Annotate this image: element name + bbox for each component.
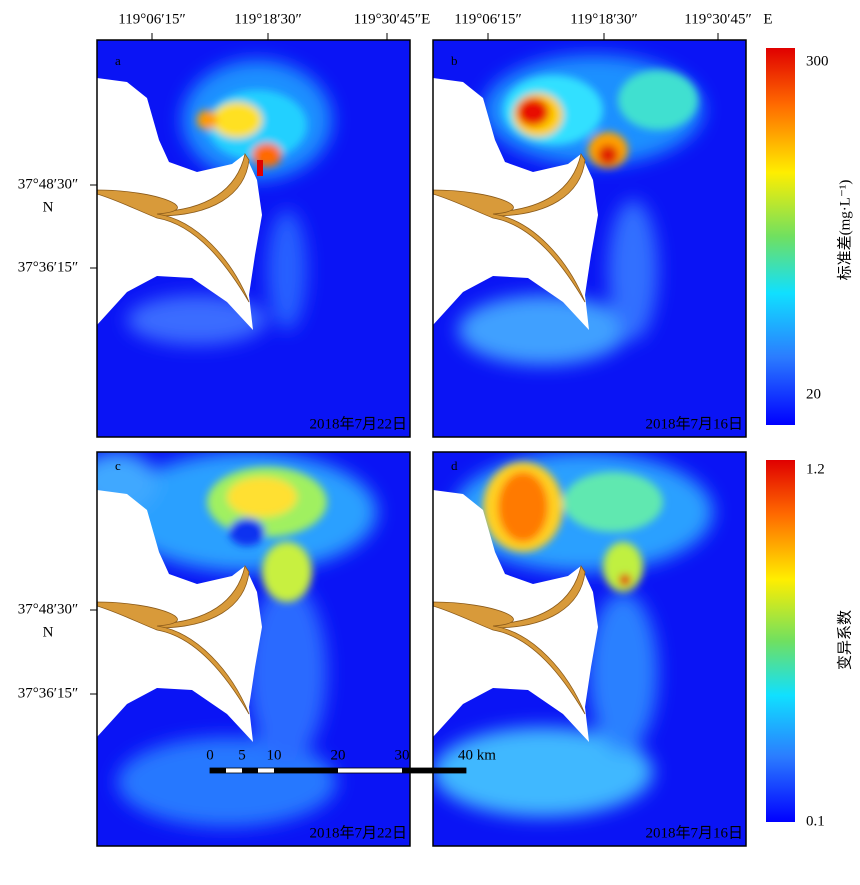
map-panel: d 2018年7月16日 xyxy=(432,451,747,847)
panel-date: 2018年7月22日 xyxy=(309,824,407,841)
longitude-label: 119°30′45″ xyxy=(684,11,751,27)
panel-letter: a xyxy=(115,53,121,68)
latitude-label: N xyxy=(43,199,54,215)
map-panel: c 2018年7月22日 xyxy=(96,451,411,847)
scale-bar: 0 5 10 20 30 40 km xyxy=(206,747,496,774)
longitude-label: 119°30′45″E xyxy=(354,11,431,27)
longitude-label: E xyxy=(763,11,772,27)
scale-label: 5 xyxy=(238,747,246,763)
panel-letter: d xyxy=(451,458,458,473)
colorbar-max: 300 xyxy=(806,53,829,69)
panel-date: 2018年7月22日 xyxy=(309,415,407,432)
panel-letter: b xyxy=(451,53,458,68)
colorbar-label: 变异系数 xyxy=(836,610,853,670)
tick-marks xyxy=(90,33,719,695)
panel-date: 2018年7月16日 xyxy=(645,824,743,841)
panel-letter: c xyxy=(115,458,121,473)
map-panel: b 2018年7月16日 xyxy=(432,39,747,438)
scale-label: 30 xyxy=(395,747,410,763)
colorbar-label: 标准差(mg·L⁻¹) xyxy=(836,180,853,281)
latitude-label: 37°48′30″ xyxy=(18,176,79,192)
latitude-label: N xyxy=(43,624,54,640)
longitude-label: 119°06′15″ xyxy=(118,11,185,27)
colorbar-min: 0.1 xyxy=(806,813,825,829)
colorbar-max: 1.2 xyxy=(806,461,825,477)
colorbar: 1.2 0.1 变异系数 xyxy=(766,460,853,829)
longitude-label: 119°06′15″ xyxy=(454,11,521,27)
latitude-label: 37°36′15″ xyxy=(18,685,79,701)
scale-label: 0 xyxy=(206,747,214,763)
longitude-label: 119°18′30″ xyxy=(570,11,637,27)
latitude-label: 37°48′30″ xyxy=(18,601,79,617)
scale-label: 10 xyxy=(267,747,282,763)
panel-date: 2018年7月16日 xyxy=(645,415,743,432)
scale-label: 40 km xyxy=(458,747,496,763)
longitude-label: 119°18′30″ xyxy=(234,11,301,27)
colorbar: 300 20 标准差(mg·L⁻¹) xyxy=(766,48,853,425)
left-axis: 37°48′30″ N 37°36′15″ 37°48′30″ N 37°36′… xyxy=(18,176,79,701)
colorbar-min: 20 xyxy=(806,386,821,402)
latitude-label: 37°36′15″ xyxy=(18,259,79,275)
map-panel: a 2018年7月22日 xyxy=(96,39,411,438)
scale-label: 20 xyxy=(331,747,346,763)
top-axis: 119°06′15″ 119°18′30″ 119°30′45″E 119°06… xyxy=(90,11,773,695)
